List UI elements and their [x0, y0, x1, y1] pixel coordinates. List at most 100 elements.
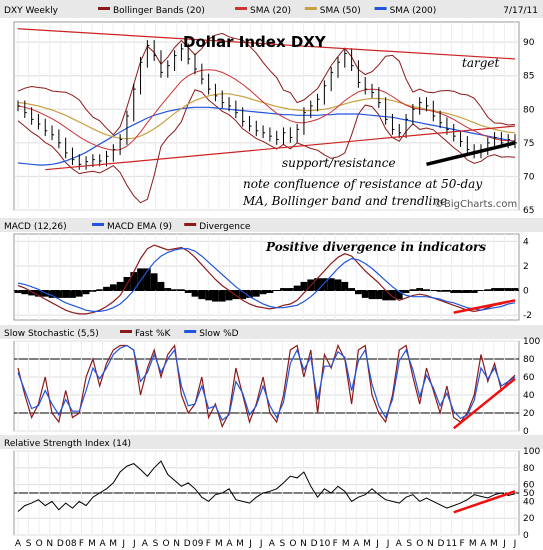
y-tick-label: 80	[523, 105, 535, 115]
macd-panel: -2 0 2 4 Positive divergence in indicators	[13, 233, 532, 321]
divergence-bar	[96, 289, 104, 291]
sma20-line	[17, 69, 515, 151]
divergence-bar	[286, 288, 294, 291]
y-tick-label: 90	[523, 38, 535, 48]
divergence-bar	[75, 290, 83, 297]
y-tick-label: 50	[523, 489, 535, 499]
chart-title: Dollar Index DXY	[183, 33, 327, 51]
rsi-gridlines	[14, 450, 519, 536]
symbol-label: DXY Weekly	[4, 6, 59, 16]
y-tick-label: 0	[523, 287, 529, 297]
x-tick-label: J	[248, 539, 252, 549]
legend-label: SMA (200)	[390, 6, 437, 16]
x-tick-label: A	[269, 539, 276, 549]
header-legend: Bollinger Bands (20) SMA (20) SMA (50) SMA …	[98, 6, 436, 16]
divergence-bar	[314, 278, 321, 291]
stoch-label: Slow Stochastic (5,5)	[4, 329, 99, 339]
x-tick-label: O	[289, 539, 296, 549]
x-tick-label: N	[173, 539, 180, 549]
y-tick-label: 20	[523, 409, 535, 419]
x-tick-label: J	[375, 539, 379, 549]
x-tick-label: D	[311, 539, 318, 549]
x-tick-label: F	[333, 539, 338, 549]
bollinger-lower	[17, 89, 516, 204]
legend-swatch	[120, 330, 132, 333]
y-tick-label: 80	[523, 355, 535, 365]
x-tick-label: A	[142, 539, 149, 549]
stoch-axis: 0 20 40 60 80 100	[523, 337, 540, 437]
divergence-bar	[55, 290, 63, 298]
divergence-bar	[198, 290, 206, 300]
divergence-bar	[259, 290, 267, 295]
sma50-line	[17, 93, 516, 140]
y-tick-label: 60	[523, 373, 535, 383]
x-tick-label: M	[342, 539, 350, 549]
divergence-bar	[62, 290, 70, 298]
legend-label: Slow %D	[199, 329, 238, 339]
y-tick-label: 2	[523, 262, 529, 272]
rsi-series	[17, 460, 516, 514]
divergence-bar	[429, 290, 437, 292]
divergence-bar	[143, 268, 151, 291]
date-label: 7/17/11	[503, 6, 538, 16]
divergence-bar	[300, 281, 308, 291]
legend-swatch	[92, 223, 104, 226]
x-tick-label: M	[215, 539, 223, 549]
divergence-bar	[150, 273, 158, 291]
divergence-bar	[273, 290, 281, 292]
x-tick-label: J	[502, 539, 506, 549]
x-tick-label: M	[469, 539, 477, 549]
note-line-1: note confluence of resistance at 50-day	[243, 177, 482, 191]
price-axis: 65 70 75 80 85 90	[523, 38, 535, 216]
divergence-bar	[341, 281, 349, 291]
legend-label: SMA (20)	[250, 6, 291, 16]
macd-gridlines	[14, 234, 519, 320]
rsi-line	[17, 460, 516, 512]
x-tick-label: N	[427, 539, 434, 549]
note-line-2: MA, Bollinger band and trendline	[242, 194, 447, 208]
y-tick-label: 40	[523, 391, 535, 401]
x-tick-label: S	[153, 539, 159, 549]
divergence-bar	[348, 288, 356, 291]
price-gridlines	[14, 22, 519, 211]
macd-header	[0, 218, 543, 232]
x-tick-label: A	[480, 539, 487, 549]
x-tick-label: M	[490, 539, 498, 549]
y-tick-label: 40	[523, 497, 535, 507]
divergence-bar	[184, 290, 192, 293]
x-tick-label: J	[513, 539, 517, 549]
y-tick-label: 4	[523, 237, 529, 247]
divergence-bar	[89, 290, 97, 292]
rsi-header	[0, 435, 543, 449]
divergence-bar	[116, 281, 124, 291]
rising-trendline	[426, 141, 516, 167]
y-tick-label: 100	[523, 447, 540, 457]
stoch-series	[17, 343, 516, 430]
divergence-bar	[293, 285, 301, 291]
x-tick-label: A	[15, 539, 22, 549]
divergence-bar	[477, 290, 485, 292]
divergence-bar	[28, 290, 36, 296]
divergence-bar	[35, 290, 42, 297]
divergence-bar	[48, 290, 56, 298]
y-tick-label: -2	[523, 311, 532, 321]
legend-label: Divergence	[199, 222, 251, 232]
header-bar	[0, 0, 543, 18]
macd-frame	[13, 233, 520, 321]
divergence-bar	[368, 290, 376, 300]
divergence-bar	[205, 290, 213, 301]
stoch-trendline	[452, 377, 516, 430]
divergence-bar	[171, 289, 178, 291]
divergence-annotation: Positive divergence in indicators	[265, 240, 486, 254]
divergence-bar	[218, 290, 226, 302]
divergence-bar	[177, 289, 185, 291]
legend-swatch	[235, 7, 247, 10]
x-tick-label: F	[206, 539, 211, 549]
divergence-bar	[402, 290, 410, 293]
divergence-bar	[157, 281, 165, 291]
x-tick-label: O	[416, 539, 423, 549]
x-tick-label: D	[184, 539, 191, 549]
x-tick-label: A	[226, 539, 233, 549]
x-tick-label: A	[353, 539, 360, 549]
